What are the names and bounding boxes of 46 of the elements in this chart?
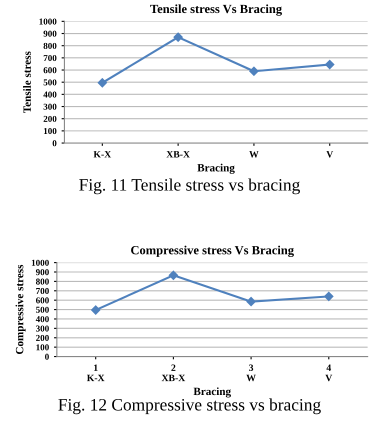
y-axis-title: Compressive stress: [16, 264, 26, 354]
point: [246, 296, 256, 306]
y-tick-label: 600: [44, 67, 56, 74]
y-tick-label: 400: [43, 91, 56, 98]
y-tick-label: 100: [36, 344, 49, 350]
y-tick-label: 900: [43, 30, 56, 37]
caption: Fig. 12 Compressive stress vs bracing: [58, 398, 321, 414]
chart-title: Compressive stress Vs Bracing: [131, 246, 294, 258]
x-tick-label: K-X: [94, 151, 112, 158]
x-tick-label: V: [326, 151, 334, 158]
y-tick-label: 300: [36, 325, 49, 332]
y-tick-label: 0: [52, 140, 56, 146]
y-tick-label: 900: [36, 269, 49, 276]
y-tick-label: 200: [36, 334, 49, 341]
x-tick-label: 2 XB-X: [162, 364, 186, 382]
y-axis-title: Tensile stress: [23, 51, 31, 114]
y-tick-label: 500: [36, 306, 49, 313]
chart-title: Tensile stress Vs Bracing: [150, 4, 282, 16]
x-axis-title: Bracing: [194, 387, 231, 398]
y-tick-label: 400: [36, 316, 49, 322]
y-tick-label: 200: [44, 116, 56, 122]
x-axis-title: Bracing: [197, 164, 235, 174]
y-tick-label: 700: [36, 288, 49, 294]
x-tick-label: W: [249, 151, 259, 158]
point: [91, 305, 100, 315]
point: [98, 78, 107, 88]
y-tick-label: 600: [36, 297, 49, 304]
y-tick-label: 800: [36, 278, 49, 285]
y-tick-label: 500: [44, 79, 56, 86]
point: [168, 270, 178, 280]
y-tick-label: 300: [44, 104, 56, 110]
y-tick-label: 1000: [32, 260, 49, 266]
x-tick-label: 1 K-X: [86, 364, 104, 382]
point: [325, 60, 334, 70]
x-tick-label: 3 W: [246, 364, 256, 382]
point: [249, 66, 259, 76]
y-tick-label: 1000: [39, 18, 56, 25]
y-tick-label: 100: [44, 128, 56, 134]
caption: Fig. 11 Tensile stress vs bracing: [79, 178, 300, 194]
point: [324, 292, 334, 302]
x-tick-label: XB-X: [166, 151, 190, 158]
y-tick-label: 0: [45, 354, 49, 360]
y-tick-label: 800: [44, 42, 56, 49]
x-tick-label: 4 V: [325, 364, 332, 382]
y-tick-label: 700: [44, 54, 56, 62]
point: [174, 32, 183, 42]
